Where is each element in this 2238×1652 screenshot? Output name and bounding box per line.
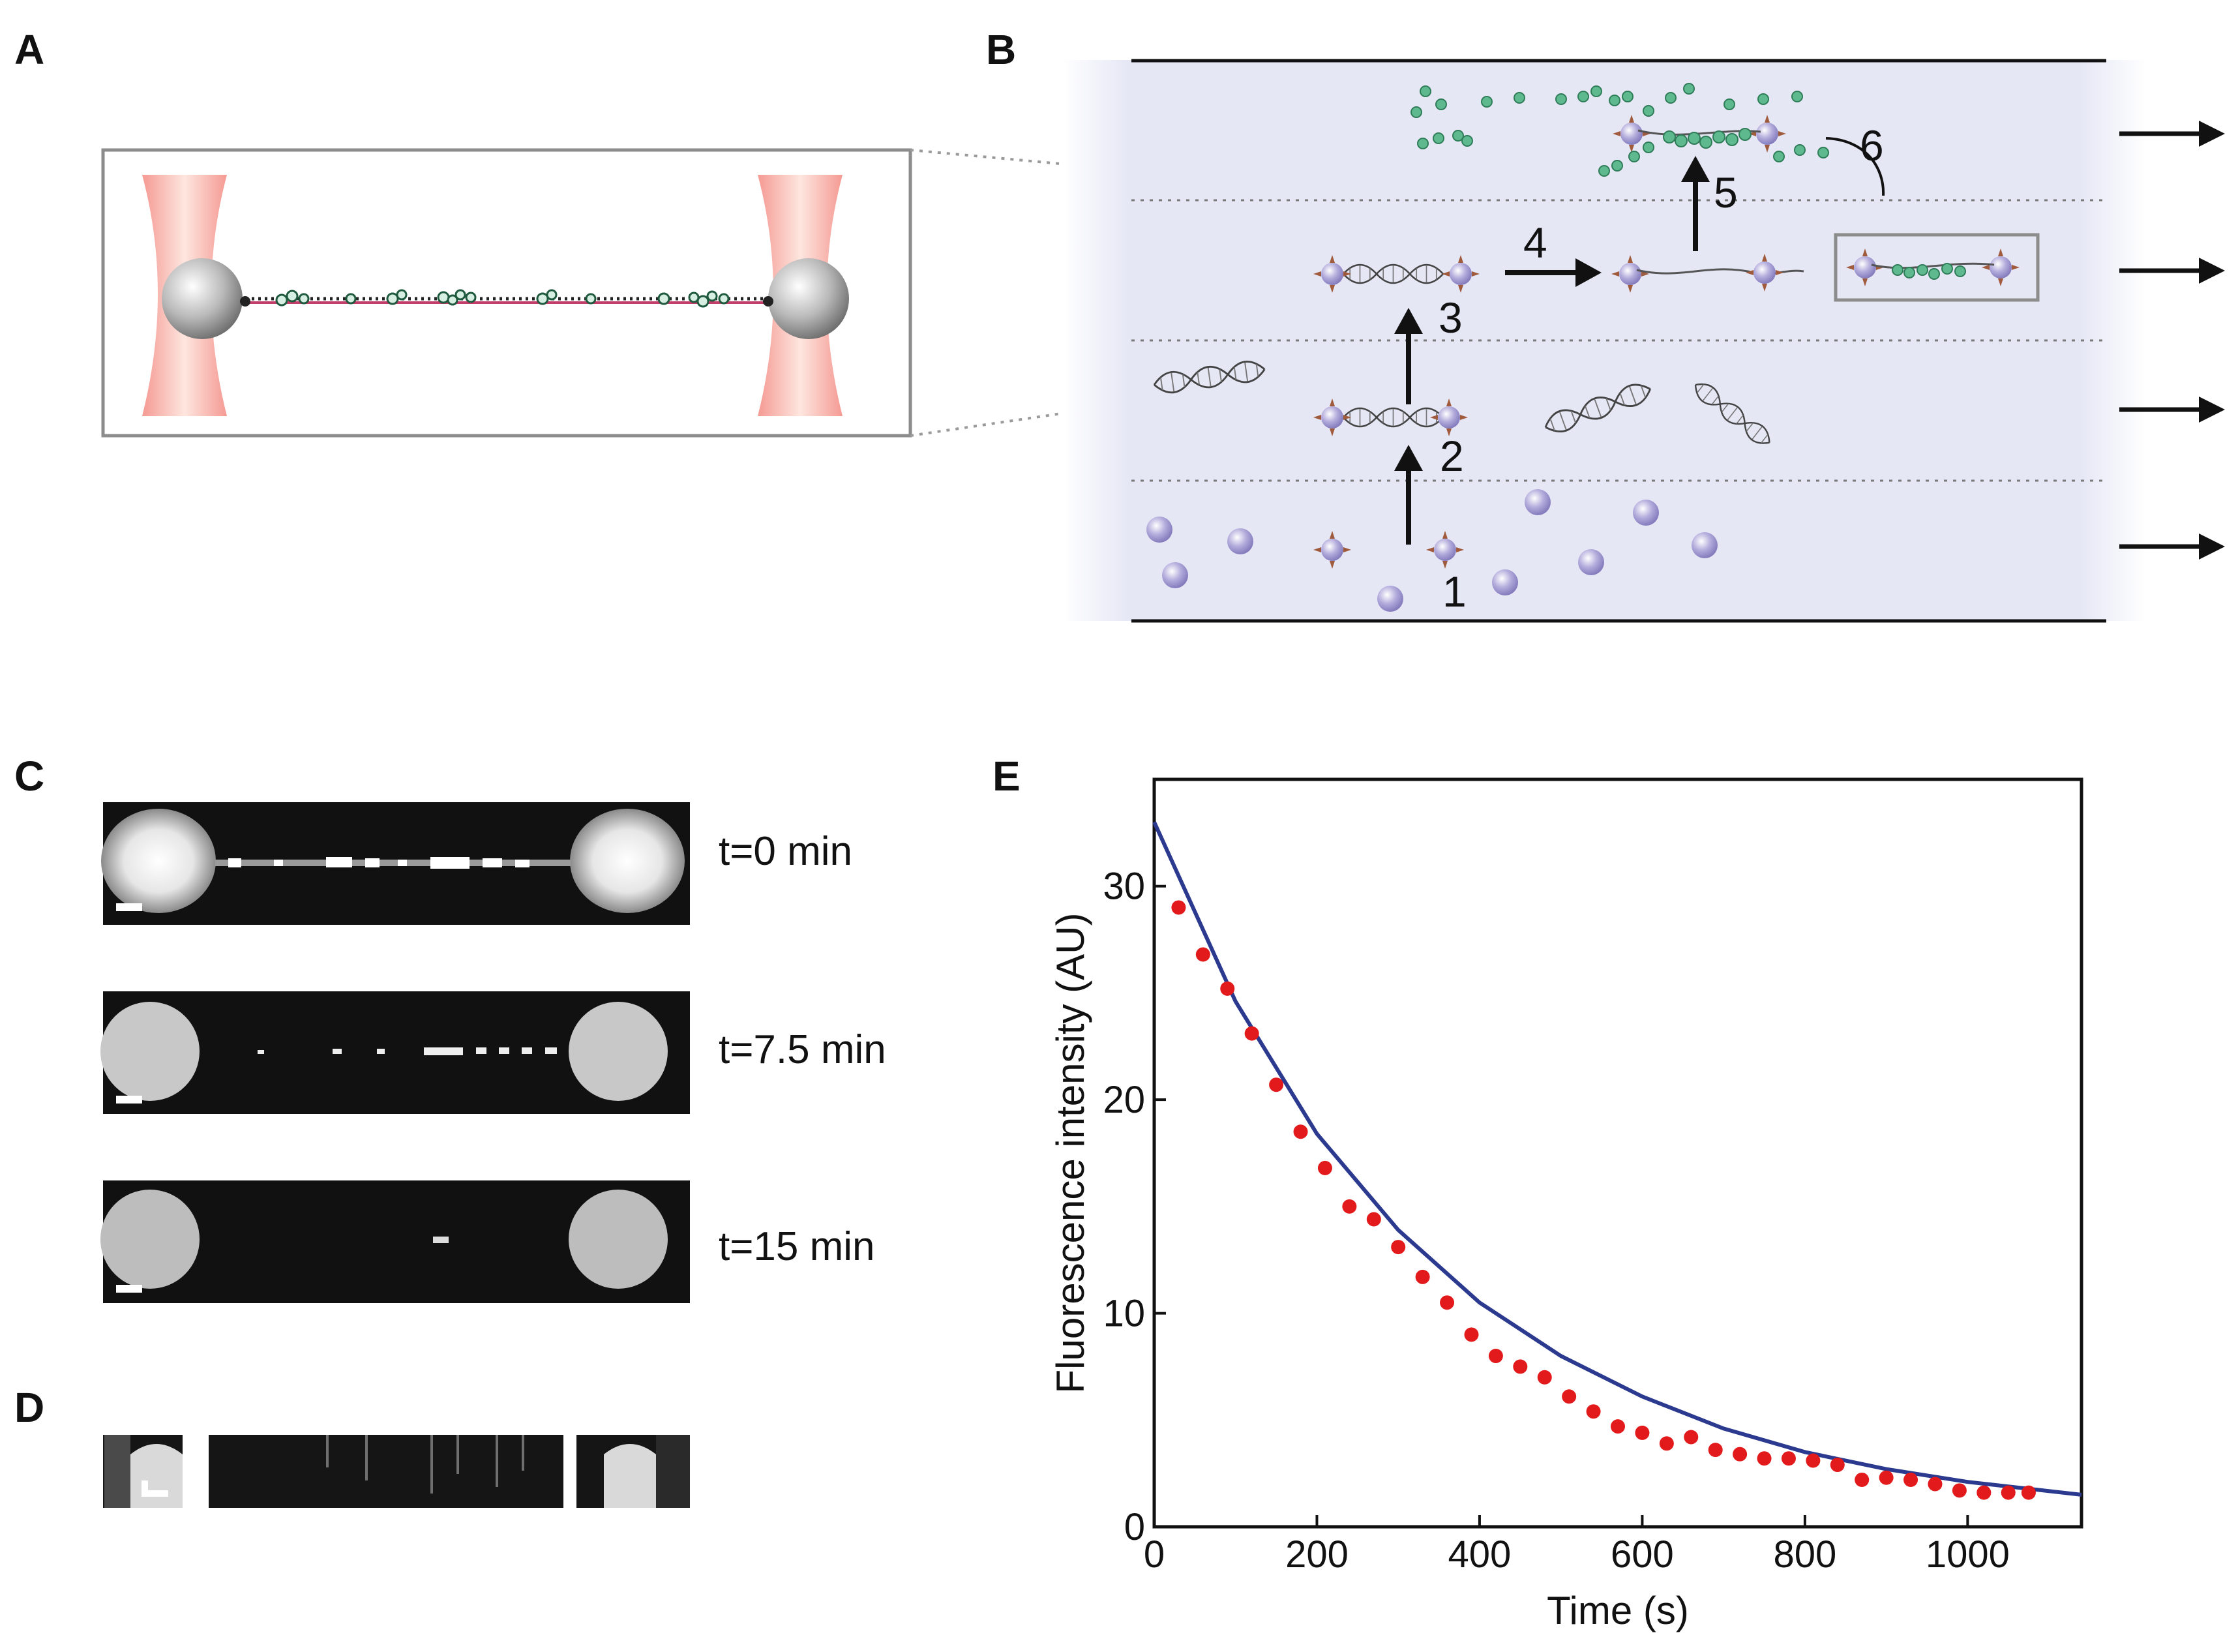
data-point [1488,1349,1503,1364]
data-point [1806,1453,1821,1468]
fluorescence-image-t0 [101,802,690,925]
panel-label-d: D [14,1384,44,1431]
data-point [1171,900,1186,915]
zoom-box [1834,233,2040,302]
data-point [2021,1485,2036,1500]
x-tick-label: 0 [1144,1533,1165,1576]
data-point [2001,1485,2016,1500]
channel-3-tether [1313,254,1804,293]
scale-bar [116,903,142,911]
process-arrows [1394,137,1885,545]
step-label-5: 5 [1714,168,1738,217]
y-axis: 0 10 20 30 [1103,865,1166,1548]
data-point [1244,1026,1259,1041]
data-point [1757,1451,1772,1466]
plot-frame [1152,777,2083,1529]
timepoint-label-1: t=7.5 min [719,1027,886,1072]
x-tick-label: 400 [1448,1533,1512,1576]
x-tick-label: 200 [1285,1533,1349,1576]
step-label-1: 1 [1442,567,1467,616]
x-axis-label: Time (s) [1547,1589,1689,1632]
fluorescence-image-t15 [100,1180,690,1303]
channel-1-proteins [1146,489,1718,612]
fluorescence-image-t7 [100,991,690,1114]
data-point [1317,1160,1332,1175]
y-tick-label: 20 [1103,1079,1145,1121]
data-point [1928,1477,1943,1492]
data-point [1586,1404,1601,1419]
exponential-fit-line [1152,821,2082,1497]
data-point [1708,1443,1723,1458]
channel-4-labeling [1410,83,1829,177]
flow-channel [1063,59,2145,623]
panel-label-c: C [14,753,44,800]
data-point [1562,1389,1577,1404]
data-points [1171,900,2036,1500]
x-tick-label: 1000 [1926,1533,2010,1576]
data-point [1684,1430,1699,1445]
data-point [1611,1419,1625,1434]
x-tick-label: 600 [1611,1533,1674,1576]
data-point [1952,1483,1967,1498]
step-label-3: 3 [1439,293,1463,342]
data-point [1220,981,1235,996]
bead-right [768,258,849,339]
optical-trap-schematic [101,148,912,438]
data-point [1635,1425,1650,1440]
timepoint-label-0: t=0 min [719,829,852,874]
data-point [1659,1436,1674,1451]
step-label-4: 4 [1523,218,1547,267]
x-axis: 0 200 400 600 800 1000 [1144,1515,2010,1576]
y-axis-label: Fluorescence intensity (AU) [1049,913,1092,1394]
data-point [1440,1295,1455,1310]
decay-chart: 0 200 400 600 800 1000 0 10 20 30 Time (s) Fluor… [1049,777,2083,1632]
y-tick-label: 30 [1103,865,1145,908]
step-label-2: 2 [1440,432,1464,480]
data-point [1855,1472,1870,1487]
x-tick-label: 800 [1774,1533,1837,1576]
step-label-6: 6 [1860,121,1884,170]
data-point [1903,1472,1918,1487]
kymograph [103,1435,690,1508]
y-tick-label: 10 [1103,1293,1145,1335]
data-point [1781,1451,1796,1466]
data-point [1879,1470,1894,1485]
data-point [1415,1269,1430,1284]
data-point [1195,947,1210,962]
panel-label-a: A [14,26,44,73]
data-point [1830,1458,1845,1473]
timepoint-label-2: t=15 min [719,1224,875,1269]
flow-arrows [2119,121,2225,560]
bound-fluorophores [275,289,730,308]
data-point [1342,1199,1357,1214]
y-tick-label: 0 [1124,1506,1145,1548]
bead-left [162,258,243,339]
data-point [1391,1240,1406,1255]
data-point [1537,1370,1552,1385]
data-point [1366,1212,1381,1227]
data-point [1513,1359,1528,1374]
data-point [1464,1327,1479,1342]
fluorophores [1410,83,1829,177]
data-point [1293,1124,1308,1139]
panel-label-b: B [986,26,1016,73]
data-point [1977,1485,1992,1500]
panel-label-e: E [992,753,1021,800]
data-point [1733,1447,1748,1462]
data-point [1269,1077,1284,1092]
